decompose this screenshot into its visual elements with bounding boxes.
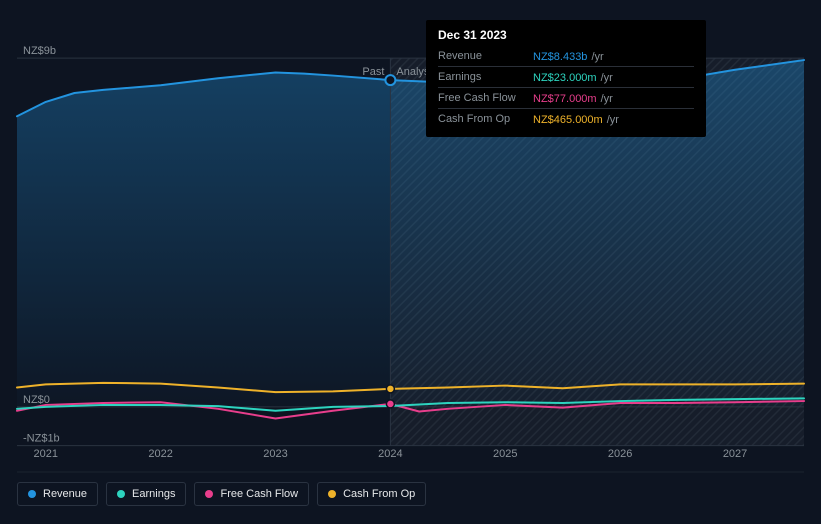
tooltip-label: Free Cash Flow	[438, 88, 533, 109]
tooltip-date: Dec 31 2023	[438, 28, 694, 42]
legend-item-revenue[interactable]: Revenue	[17, 482, 98, 506]
svg-text:2022: 2022	[148, 448, 172, 460]
svg-text:2027: 2027	[723, 448, 747, 460]
chart-legend: Revenue Earnings Free Cash Flow Cash From O…	[17, 482, 426, 506]
legend-label: Free Cash Flow	[220, 488, 298, 500]
financial-chart: NZ$9bNZ$0-NZ$1bPastAnalysts Forecasts202…	[0, 0, 821, 524]
legend-swatch-icon	[205, 490, 213, 498]
svg-text:2023: 2023	[263, 448, 287, 460]
tooltip-value: NZ$465.000m/yr	[533, 109, 694, 130]
svg-text:2024: 2024	[378, 448, 402, 460]
tooltip-row: Free Cash FlowNZ$77.000m/yr	[438, 88, 694, 109]
tooltip-label: Earnings	[438, 67, 533, 88]
chart-tooltip: Dec 31 2023 RevenueNZ$8.433b/yrEarningsN…	[426, 20, 706, 137]
legend-label: Cash From Op	[343, 488, 415, 500]
svg-text:Past: Past	[362, 66, 384, 78]
tooltip-value: NZ$23.000m/yr	[533, 67, 694, 88]
tooltip-row: Cash From OpNZ$465.000m/yr	[438, 109, 694, 130]
legend-label: Earnings	[132, 488, 175, 500]
legend-label: Revenue	[43, 488, 87, 500]
legend-item-cash-from-op[interactable]: Cash From Op	[317, 482, 426, 506]
legend-swatch-icon	[28, 490, 36, 498]
legend-swatch-icon	[117, 490, 125, 498]
tooltip-label: Revenue	[438, 46, 533, 67]
svg-text:2025: 2025	[493, 448, 517, 460]
tooltip-value: NZ$8.433b/yr	[533, 46, 694, 67]
tooltip-label: Cash From Op	[438, 109, 533, 130]
tooltip-row: RevenueNZ$8.433b/yr	[438, 46, 694, 67]
legend-item-earnings[interactable]: Earnings	[106, 482, 186, 506]
svg-text:NZ$9b: NZ$9b	[23, 45, 56, 57]
svg-text:2026: 2026	[608, 448, 632, 460]
tooltip-row: EarningsNZ$23.000m/yr	[438, 67, 694, 88]
legend-item-free-cash-flow[interactable]: Free Cash Flow	[194, 482, 309, 506]
tooltip-value: NZ$77.000m/yr	[533, 88, 694, 109]
svg-text:2021: 2021	[33, 448, 57, 460]
legend-swatch-icon	[328, 490, 336, 498]
svg-text:-NZ$1b: -NZ$1b	[23, 433, 60, 445]
